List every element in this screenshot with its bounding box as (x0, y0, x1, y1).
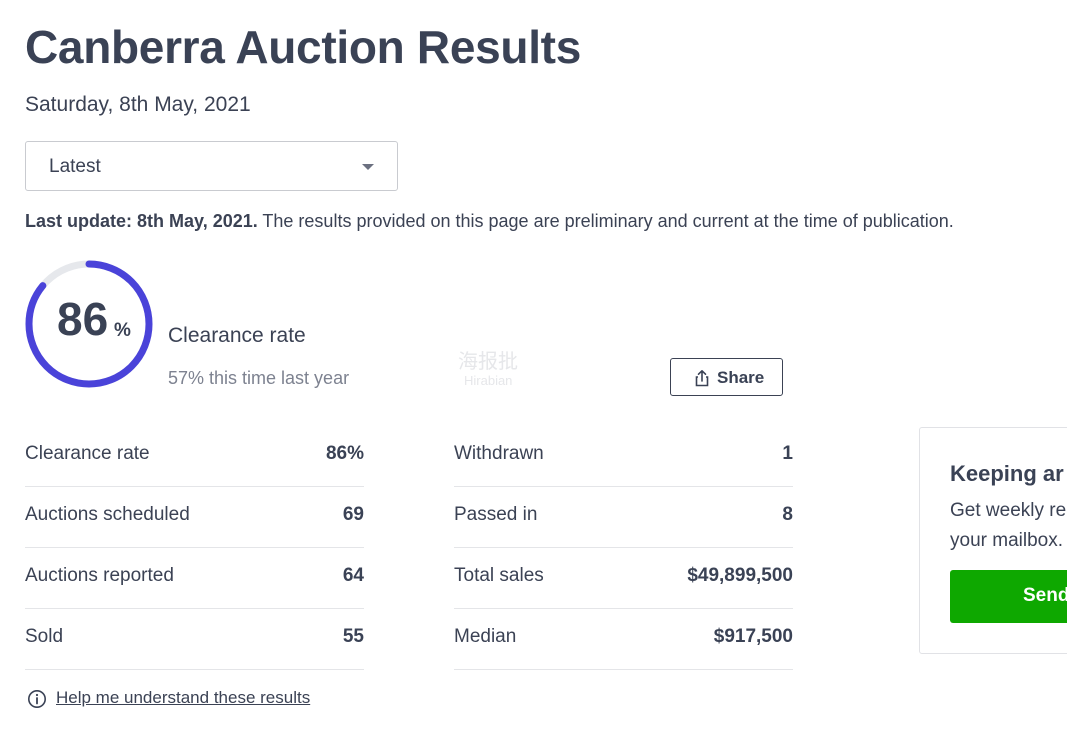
stat-value: 64 (342, 565, 364, 586)
stat-label: Auctions reported (25, 565, 174, 586)
stat-label: Median (454, 626, 517, 647)
stat-label: Total sales (454, 565, 544, 586)
stat-value: 69 (342, 504, 364, 525)
stat-value: $49,899,500 (687, 565, 793, 586)
stat-row-auctions-reported: Auctions reported 64 (25, 548, 364, 609)
stat-row-auctions-scheduled: Auctions scheduled 69 (25, 487, 364, 548)
stat-value: $917,500 (713, 626, 793, 647)
stat-label: Clearance rate (25, 443, 150, 464)
newsletter-description-line1: Get weekly re (950, 500, 1067, 521)
stat-label: Passed in (454, 504, 538, 525)
stat-row-passed-in: Passed in 8 (454, 487, 793, 548)
info-icon (28, 690, 46, 708)
last-update-notice: Last update: 8th May, 2021. The results … (25, 211, 954, 232)
send-button[interactable]: Send (950, 570, 1067, 623)
stat-label: Sold (25, 626, 64, 647)
share-button-label: Share (717, 368, 765, 387)
newsletter-description-line2: your mailbox. (950, 530, 1063, 551)
stat-row-clearance-rate: Clearance rate 86% (25, 426, 364, 487)
stat-row-withdrawn: Withdrawn 1 (454, 426, 793, 487)
clearance-rate-unit: % (114, 320, 131, 341)
watermark-line1: 海报批 (458, 351, 518, 373)
send-button-label: Send (1023, 585, 1067, 606)
share-icon (695, 370, 709, 387)
chevron-down-icon (362, 164, 374, 170)
last-update-text: The results provided on this page are pr… (257, 211, 954, 231)
help-link-label: Help me understand these results (56, 688, 311, 707)
stat-row-total-sales: Total sales $49,899,500 (454, 548, 793, 609)
watermark-line2: Hirabian (464, 373, 513, 388)
last-update-label: Last update: 8th May, 2021. (25, 211, 258, 231)
newsletter-card: Keeping ar Get weekly re your mailbox. S… (919, 427, 1067, 654)
share-button[interactable]: Share (670, 358, 783, 396)
period-dropdown[interactable]: Latest (25, 141, 398, 191)
stat-label: Auctions scheduled (25, 504, 190, 525)
page-title: Canberra Auction Results (25, 21, 581, 73)
stat-row-median: Median $917,500 (454, 609, 793, 670)
period-dropdown-value: Latest (49, 156, 101, 177)
stat-value: 1 (782, 443, 793, 464)
stat-value: 55 (342, 626, 364, 647)
newsletter-title: Keeping ar (950, 461, 1064, 486)
results-date: Saturday, 8th May, 2021 (25, 93, 251, 116)
clearance-rate-value: 86 (57, 293, 109, 345)
clearance-rate-last-year: 57% this time last year (168, 368, 350, 388)
stat-label: Withdrawn (454, 443, 544, 464)
clearance-rate-label: Clearance rate (168, 324, 306, 347)
stat-value: 86% (325, 443, 364, 464)
stat-row-sold: Sold 55 (25, 609, 364, 670)
clearance-rate-ring (25, 260, 153, 388)
stat-value: 8 (782, 504, 793, 525)
